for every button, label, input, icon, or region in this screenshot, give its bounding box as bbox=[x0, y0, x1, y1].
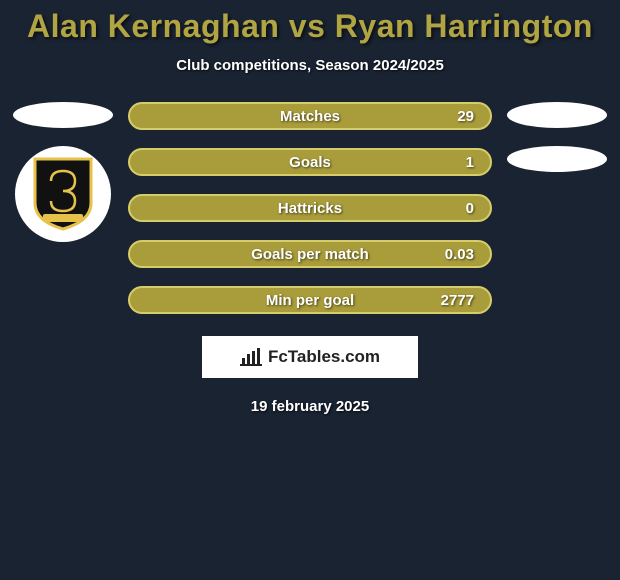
player-placeholder-left bbox=[13, 102, 113, 128]
stat-value: 0.03 bbox=[445, 246, 474, 263]
shield-icon bbox=[31, 157, 95, 231]
footer-date: 19 february 2025 bbox=[0, 398, 620, 415]
stat-bar-min-per-goal: Min per goal 2777 bbox=[128, 286, 492, 314]
branding-text: FcTables.com bbox=[268, 347, 380, 367]
branding-box[interactable]: FcTables.com bbox=[202, 336, 418, 378]
club-badge bbox=[15, 146, 111, 242]
left-column bbox=[8, 102, 118, 242]
stat-bar-matches: Matches 29 bbox=[128, 102, 492, 130]
stat-bar-goals-per-match: Goals per match 0.03 bbox=[128, 240, 492, 268]
bar-chart-icon bbox=[240, 348, 262, 366]
stat-label: Min per goal bbox=[266, 292, 354, 309]
right-column bbox=[502, 102, 612, 172]
stat-bar-hattricks: Hattricks 0 bbox=[128, 194, 492, 222]
stat-value: 29 bbox=[457, 108, 474, 125]
stat-value: 0 bbox=[466, 200, 474, 217]
content-row: Matches 29 Goals 1 Hattricks 0 Goals per… bbox=[0, 102, 620, 314]
stat-label: Goals per match bbox=[251, 246, 369, 263]
stat-value: 2777 bbox=[441, 292, 474, 309]
stat-bar-goals: Goals 1 bbox=[128, 148, 492, 176]
page-subtitle: Club competitions, Season 2024/2025 bbox=[0, 57, 620, 74]
infographic-container: Alan Kernaghan vs Ryan Harrington Club c… bbox=[0, 0, 620, 415]
page-title: Alan Kernaghan vs Ryan Harrington bbox=[0, 8, 620, 45]
stat-label: Goals bbox=[289, 154, 331, 171]
player-placeholder-right-2 bbox=[507, 146, 607, 172]
stat-value: 1 bbox=[466, 154, 474, 171]
stat-label: Hattricks bbox=[278, 200, 342, 217]
player-placeholder-right-1 bbox=[507, 102, 607, 128]
stat-label: Matches bbox=[280, 108, 340, 125]
stats-column: Matches 29 Goals 1 Hattricks 0 Goals per… bbox=[118, 102, 502, 314]
